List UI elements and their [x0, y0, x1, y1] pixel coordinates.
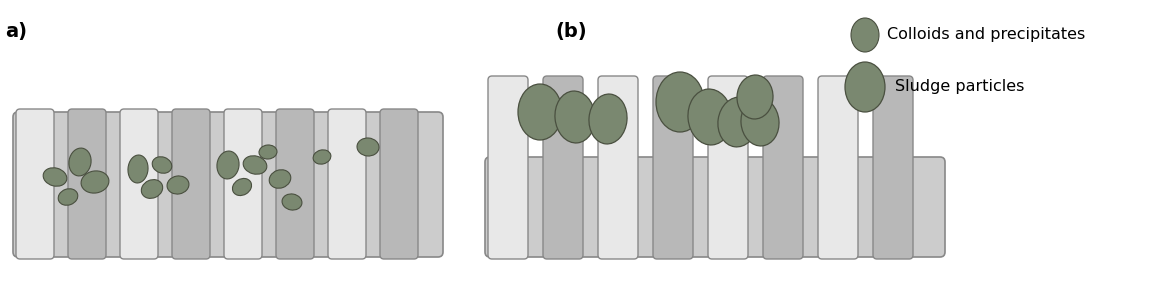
Ellipse shape [141, 180, 163, 198]
FancyBboxPatch shape [68, 109, 106, 259]
Text: Colloids and precipitates: Colloids and precipitates [888, 28, 1085, 42]
Text: a): a) [5, 22, 27, 41]
Ellipse shape [656, 72, 704, 132]
Ellipse shape [69, 148, 92, 176]
Ellipse shape [282, 194, 302, 210]
Ellipse shape [737, 75, 772, 119]
FancyBboxPatch shape [653, 76, 693, 259]
FancyBboxPatch shape [488, 76, 528, 259]
Ellipse shape [688, 89, 733, 145]
Ellipse shape [313, 150, 331, 164]
FancyBboxPatch shape [708, 76, 748, 259]
Ellipse shape [217, 151, 239, 179]
FancyBboxPatch shape [173, 109, 210, 259]
Text: Sludge particles: Sludge particles [895, 80, 1025, 95]
Ellipse shape [741, 98, 780, 146]
FancyBboxPatch shape [818, 76, 858, 259]
Ellipse shape [232, 178, 251, 196]
FancyBboxPatch shape [873, 76, 913, 259]
FancyBboxPatch shape [224, 109, 262, 259]
FancyBboxPatch shape [544, 76, 583, 259]
Ellipse shape [555, 91, 595, 143]
FancyBboxPatch shape [120, 109, 158, 259]
Ellipse shape [269, 170, 291, 188]
FancyBboxPatch shape [276, 109, 313, 259]
Ellipse shape [717, 97, 758, 147]
Ellipse shape [589, 94, 627, 144]
FancyBboxPatch shape [13, 112, 443, 257]
Ellipse shape [43, 168, 67, 186]
FancyBboxPatch shape [485, 157, 945, 257]
Ellipse shape [357, 138, 379, 156]
Ellipse shape [59, 189, 77, 205]
FancyBboxPatch shape [380, 109, 418, 259]
Ellipse shape [153, 157, 171, 173]
Ellipse shape [128, 155, 148, 183]
Ellipse shape [851, 18, 879, 52]
Ellipse shape [518, 84, 562, 140]
FancyBboxPatch shape [598, 76, 637, 259]
Ellipse shape [167, 176, 189, 194]
Ellipse shape [243, 156, 266, 174]
Ellipse shape [845, 62, 885, 112]
FancyBboxPatch shape [328, 109, 366, 259]
Ellipse shape [259, 145, 277, 159]
Text: (b): (b) [555, 22, 587, 41]
FancyBboxPatch shape [16, 109, 54, 259]
FancyBboxPatch shape [763, 76, 803, 259]
Ellipse shape [81, 171, 109, 193]
